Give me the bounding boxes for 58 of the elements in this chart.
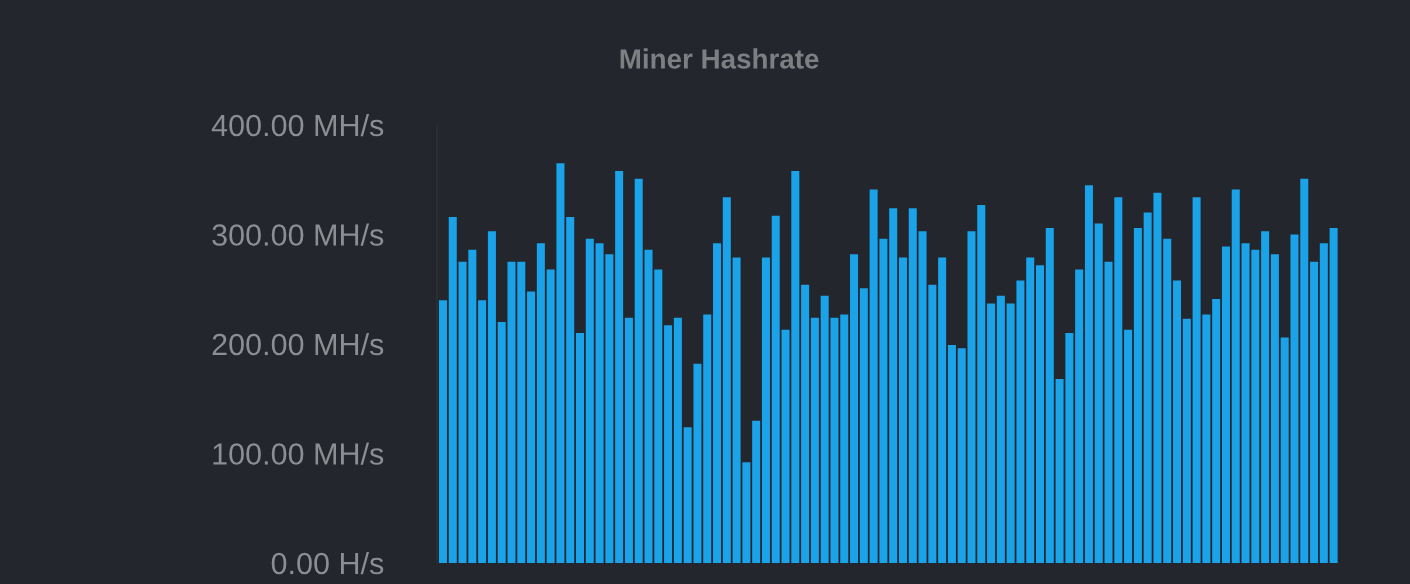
bar — [487, 231, 496, 563]
bar — [898, 257, 907, 563]
bar — [771, 215, 780, 563]
bar — [889, 208, 898, 563]
bar — [1221, 246, 1230, 563]
chart-title: Miner Hashrate — [620, 48, 819, 69]
bar — [908, 208, 917, 563]
bar — [615, 170, 624, 563]
y-tick-label: 300.00 MH/s — [212, 223, 384, 246]
bar — [1035, 265, 1045, 563]
bar — [1173, 280, 1182, 563]
bar — [1163, 238, 1172, 563]
bar — [1300, 178, 1309, 563]
bar — [801, 284, 810, 563]
bar — [1124, 329, 1133, 563]
bar — [1231, 189, 1240, 563]
bar — [566, 216, 575, 563]
bar — [673, 317, 682, 563]
bar — [624, 317, 633, 563]
bar — [1212, 299, 1221, 563]
bar — [1329, 227, 1338, 563]
bar — [1310, 261, 1319, 563]
bar — [1261, 231, 1270, 563]
bar — [703, 314, 712, 563]
y-tick-label: 400.00 MH/s — [211, 113, 384, 137]
y-tick-label: 200.00 MH/s — [212, 332, 384, 356]
bar — [850, 254, 859, 563]
bar — [664, 325, 673, 563]
bar — [996, 295, 1005, 563]
bar — [1133, 227, 1142, 563]
bar — [810, 317, 819, 563]
bar — [1270, 254, 1279, 563]
bar — [585, 238, 594, 563]
bar — [448, 216, 457, 563]
bar — [478, 300, 487, 563]
bar — [987, 303, 996, 563]
bar — [1094, 223, 1103, 563]
bar — [1026, 257, 1035, 563]
bar — [536, 243, 545, 563]
y-tick-label: 100.00 MH/s — [213, 442, 384, 465]
bar — [722, 197, 731, 563]
bar — [938, 257, 947, 563]
bar — [575, 333, 585, 563]
bar — [1182, 318, 1191, 563]
bar — [1045, 227, 1054, 563]
bar — [438, 300, 447, 563]
bar — [761, 257, 770, 563]
bar — [1084, 185, 1093, 563]
bar — [752, 420, 761, 563]
bar — [859, 288, 868, 563]
bar — [1319, 243, 1328, 563]
bar — [840, 314, 849, 563]
bar — [713, 243, 722, 563]
bar — [1075, 269, 1084, 563]
bar — [527, 291, 536, 563]
y-tick-label: 0.00 H/s — [271, 551, 384, 575]
bar — [517, 261, 526, 563]
bar — [947, 345, 956, 563]
